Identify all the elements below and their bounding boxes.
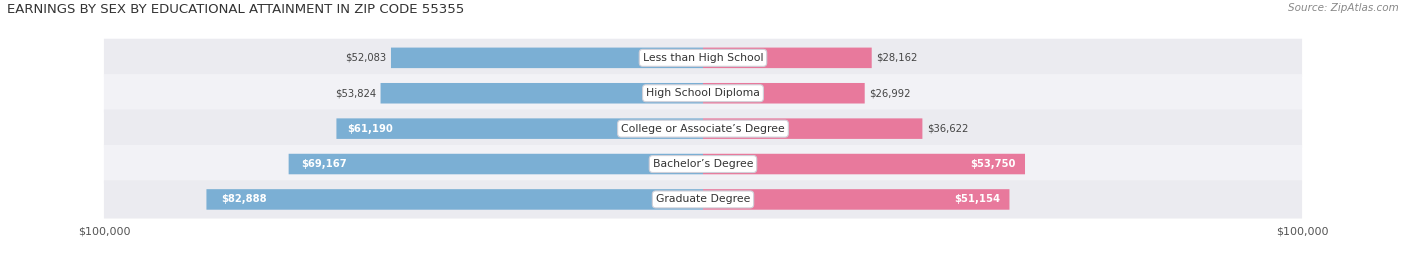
FancyBboxPatch shape — [703, 83, 865, 103]
Text: $61,190: $61,190 — [347, 124, 394, 134]
FancyBboxPatch shape — [104, 74, 1302, 112]
Text: EARNINGS BY SEX BY EDUCATIONAL ATTAINMENT IN ZIP CODE 55355: EARNINGS BY SEX BY EDUCATIONAL ATTAINMEN… — [7, 3, 464, 16]
FancyBboxPatch shape — [104, 110, 1302, 148]
Text: Less than High School: Less than High School — [643, 53, 763, 63]
FancyBboxPatch shape — [703, 154, 1025, 174]
FancyBboxPatch shape — [207, 189, 703, 210]
Text: $36,622: $36,622 — [927, 124, 969, 134]
Text: High School Diploma: High School Diploma — [647, 88, 759, 98]
Text: College or Associate’s Degree: College or Associate’s Degree — [621, 124, 785, 134]
Text: $26,992: $26,992 — [869, 88, 911, 98]
Text: $69,167: $69,167 — [301, 159, 347, 169]
Text: $51,154: $51,154 — [955, 194, 1000, 204]
Text: $53,824: $53,824 — [335, 88, 375, 98]
FancyBboxPatch shape — [104, 180, 1302, 218]
FancyBboxPatch shape — [381, 83, 703, 103]
FancyBboxPatch shape — [703, 48, 872, 68]
Text: Bachelor’s Degree: Bachelor’s Degree — [652, 159, 754, 169]
FancyBboxPatch shape — [288, 154, 703, 174]
FancyBboxPatch shape — [703, 189, 1010, 210]
FancyBboxPatch shape — [336, 118, 703, 139]
Text: $28,162: $28,162 — [876, 53, 918, 63]
FancyBboxPatch shape — [391, 48, 703, 68]
Text: Source: ZipAtlas.com: Source: ZipAtlas.com — [1288, 3, 1399, 13]
FancyBboxPatch shape — [703, 118, 922, 139]
Text: $53,750: $53,750 — [970, 159, 1015, 169]
Text: Graduate Degree: Graduate Degree — [655, 194, 751, 204]
FancyBboxPatch shape — [104, 145, 1302, 183]
Text: $52,083: $52,083 — [344, 53, 387, 63]
FancyBboxPatch shape — [104, 39, 1302, 77]
Text: $82,888: $82,888 — [221, 194, 267, 204]
